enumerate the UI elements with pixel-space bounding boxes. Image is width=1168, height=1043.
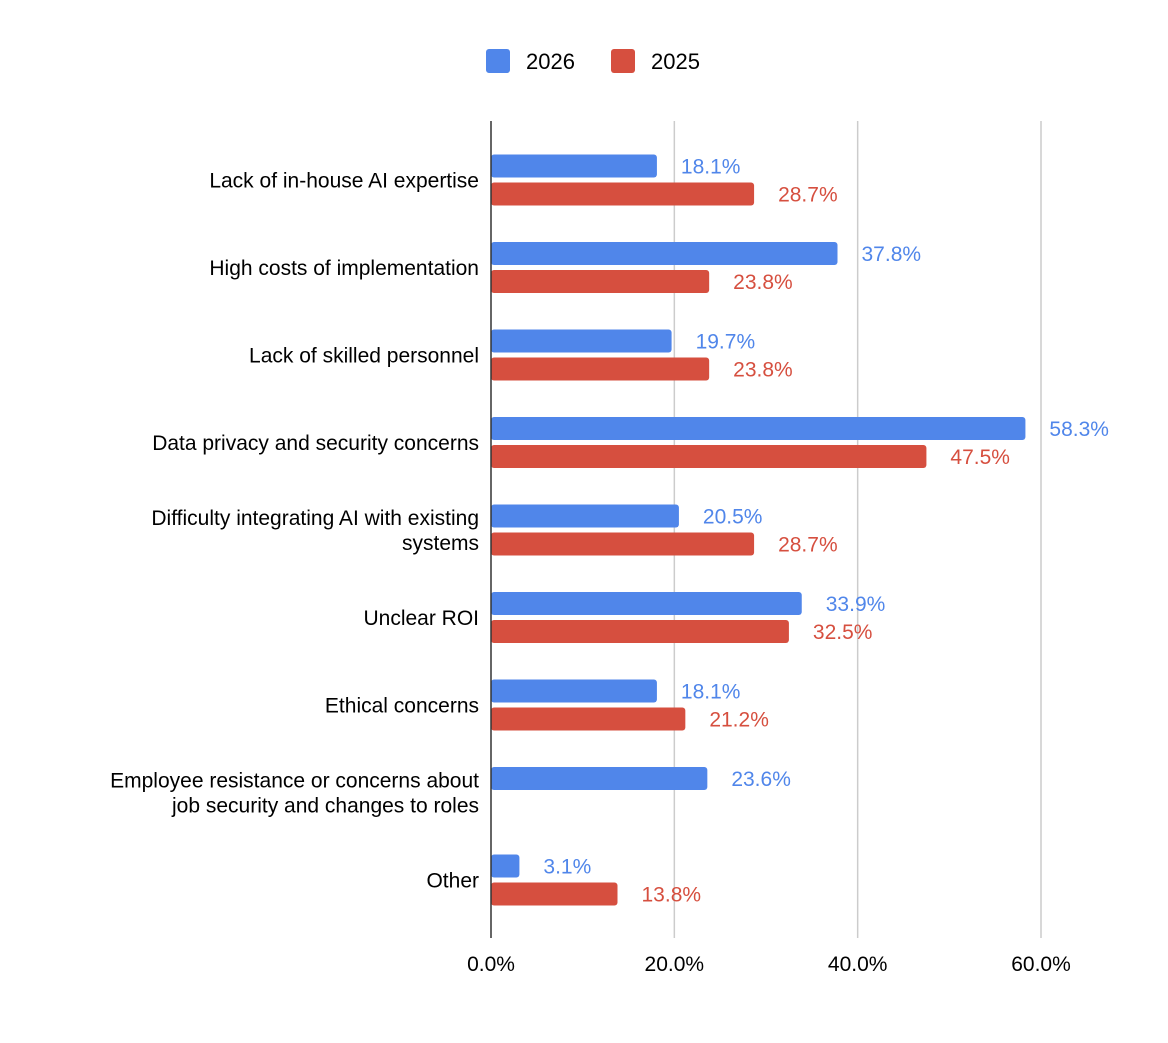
category-label: Unclear ROI — [363, 607, 479, 630]
data-label-2025-6: 21.2% — [709, 709, 769, 732]
data-label-2025-8: 13.8% — [642, 884, 702, 907]
category-label: Employee resistance or concerns about — [110, 770, 479, 793]
data-label-2025-1: 23.8% — [733, 271, 793, 294]
labels: 0.0% 20.0% 40.0% 60.0% 18.1% 28.7% Lack of in-… — [110, 156, 1109, 977]
category-label: Ethical concerns — [325, 695, 479, 718]
bar-2026-7 — [491, 767, 708, 790]
bar-2026-5 — [491, 592, 802, 615]
bar-2026-6 — [491, 679, 657, 703]
data-label-2026-6: 18.1% — [681, 681, 741, 704]
data-label-2026-3: 58.3% — [1049, 418, 1109, 441]
legend-label-2025: 2025 — [651, 49, 700, 74]
legend-label-2026: 2026 — [526, 49, 575, 74]
bar-2025-5 — [491, 620, 789, 643]
data-label-2025-0: 28.7% — [778, 184, 838, 207]
category-label: Difficulty integrating AI with existing — [151, 507, 479, 530]
category-label: job security and changes to roles — [171, 795, 479, 818]
bar-2025-4 — [491, 532, 755, 556]
legend-swatch-2026 — [486, 49, 510, 73]
bar-2026-4 — [491, 504, 679, 528]
x-tick-label: 20.0% — [645, 953, 705, 976]
category-label: Lack of skilled personnel — [249, 345, 479, 368]
legend: 2026 2025 — [486, 49, 700, 74]
x-tick-label: 0.0% — [467, 953, 515, 976]
category-label: Data privacy and security concerns — [152, 432, 479, 455]
data-label-2025-4: 28.7% — [778, 534, 838, 557]
x-tick-label: 40.0% — [828, 953, 888, 976]
category-label: Other — [426, 870, 479, 893]
data-label-2025-5: 32.5% — [813, 621, 873, 644]
data-label-2026-7: 23.6% — [731, 768, 791, 791]
data-label-2026-2: 19.7% — [696, 331, 756, 354]
data-label-2026-5: 33.9% — [826, 593, 886, 616]
bar-2026-0 — [491, 154, 657, 178]
category-label: Lack of in-house AI expertise — [209, 170, 479, 193]
data-label-2026-1: 37.8% — [862, 243, 922, 266]
bar-2025-2 — [491, 357, 710, 381]
data-label-2026-8: 3.1% — [543, 856, 591, 879]
data-label-2025-3: 47.5% — [950, 446, 1010, 469]
bar-2025-6 — [491, 707, 686, 731]
data-label-2026-4: 20.5% — [703, 506, 763, 529]
bar-2026-8 — [491, 854, 520, 878]
bar-2025-3 — [491, 445, 927, 468]
bar-2025-8 — [491, 882, 618, 906]
bar-2026-2 — [491, 329, 672, 353]
category-label: High costs of implementation — [209, 257, 479, 280]
bars — [491, 154, 1026, 906]
bar-2025-0 — [491, 182, 755, 206]
data-label-2025-2: 23.8% — [733, 359, 793, 382]
x-tick-label: 60.0% — [1011, 953, 1071, 976]
data-label-2026-0: 18.1% — [681, 156, 741, 179]
bar-2026-1 — [491, 242, 838, 265]
legend-swatch-2025 — [611, 49, 635, 73]
category-label: systems — [402, 532, 479, 555]
bar-2025-1 — [491, 270, 710, 293]
bar-2026-3 — [491, 417, 1026, 440]
